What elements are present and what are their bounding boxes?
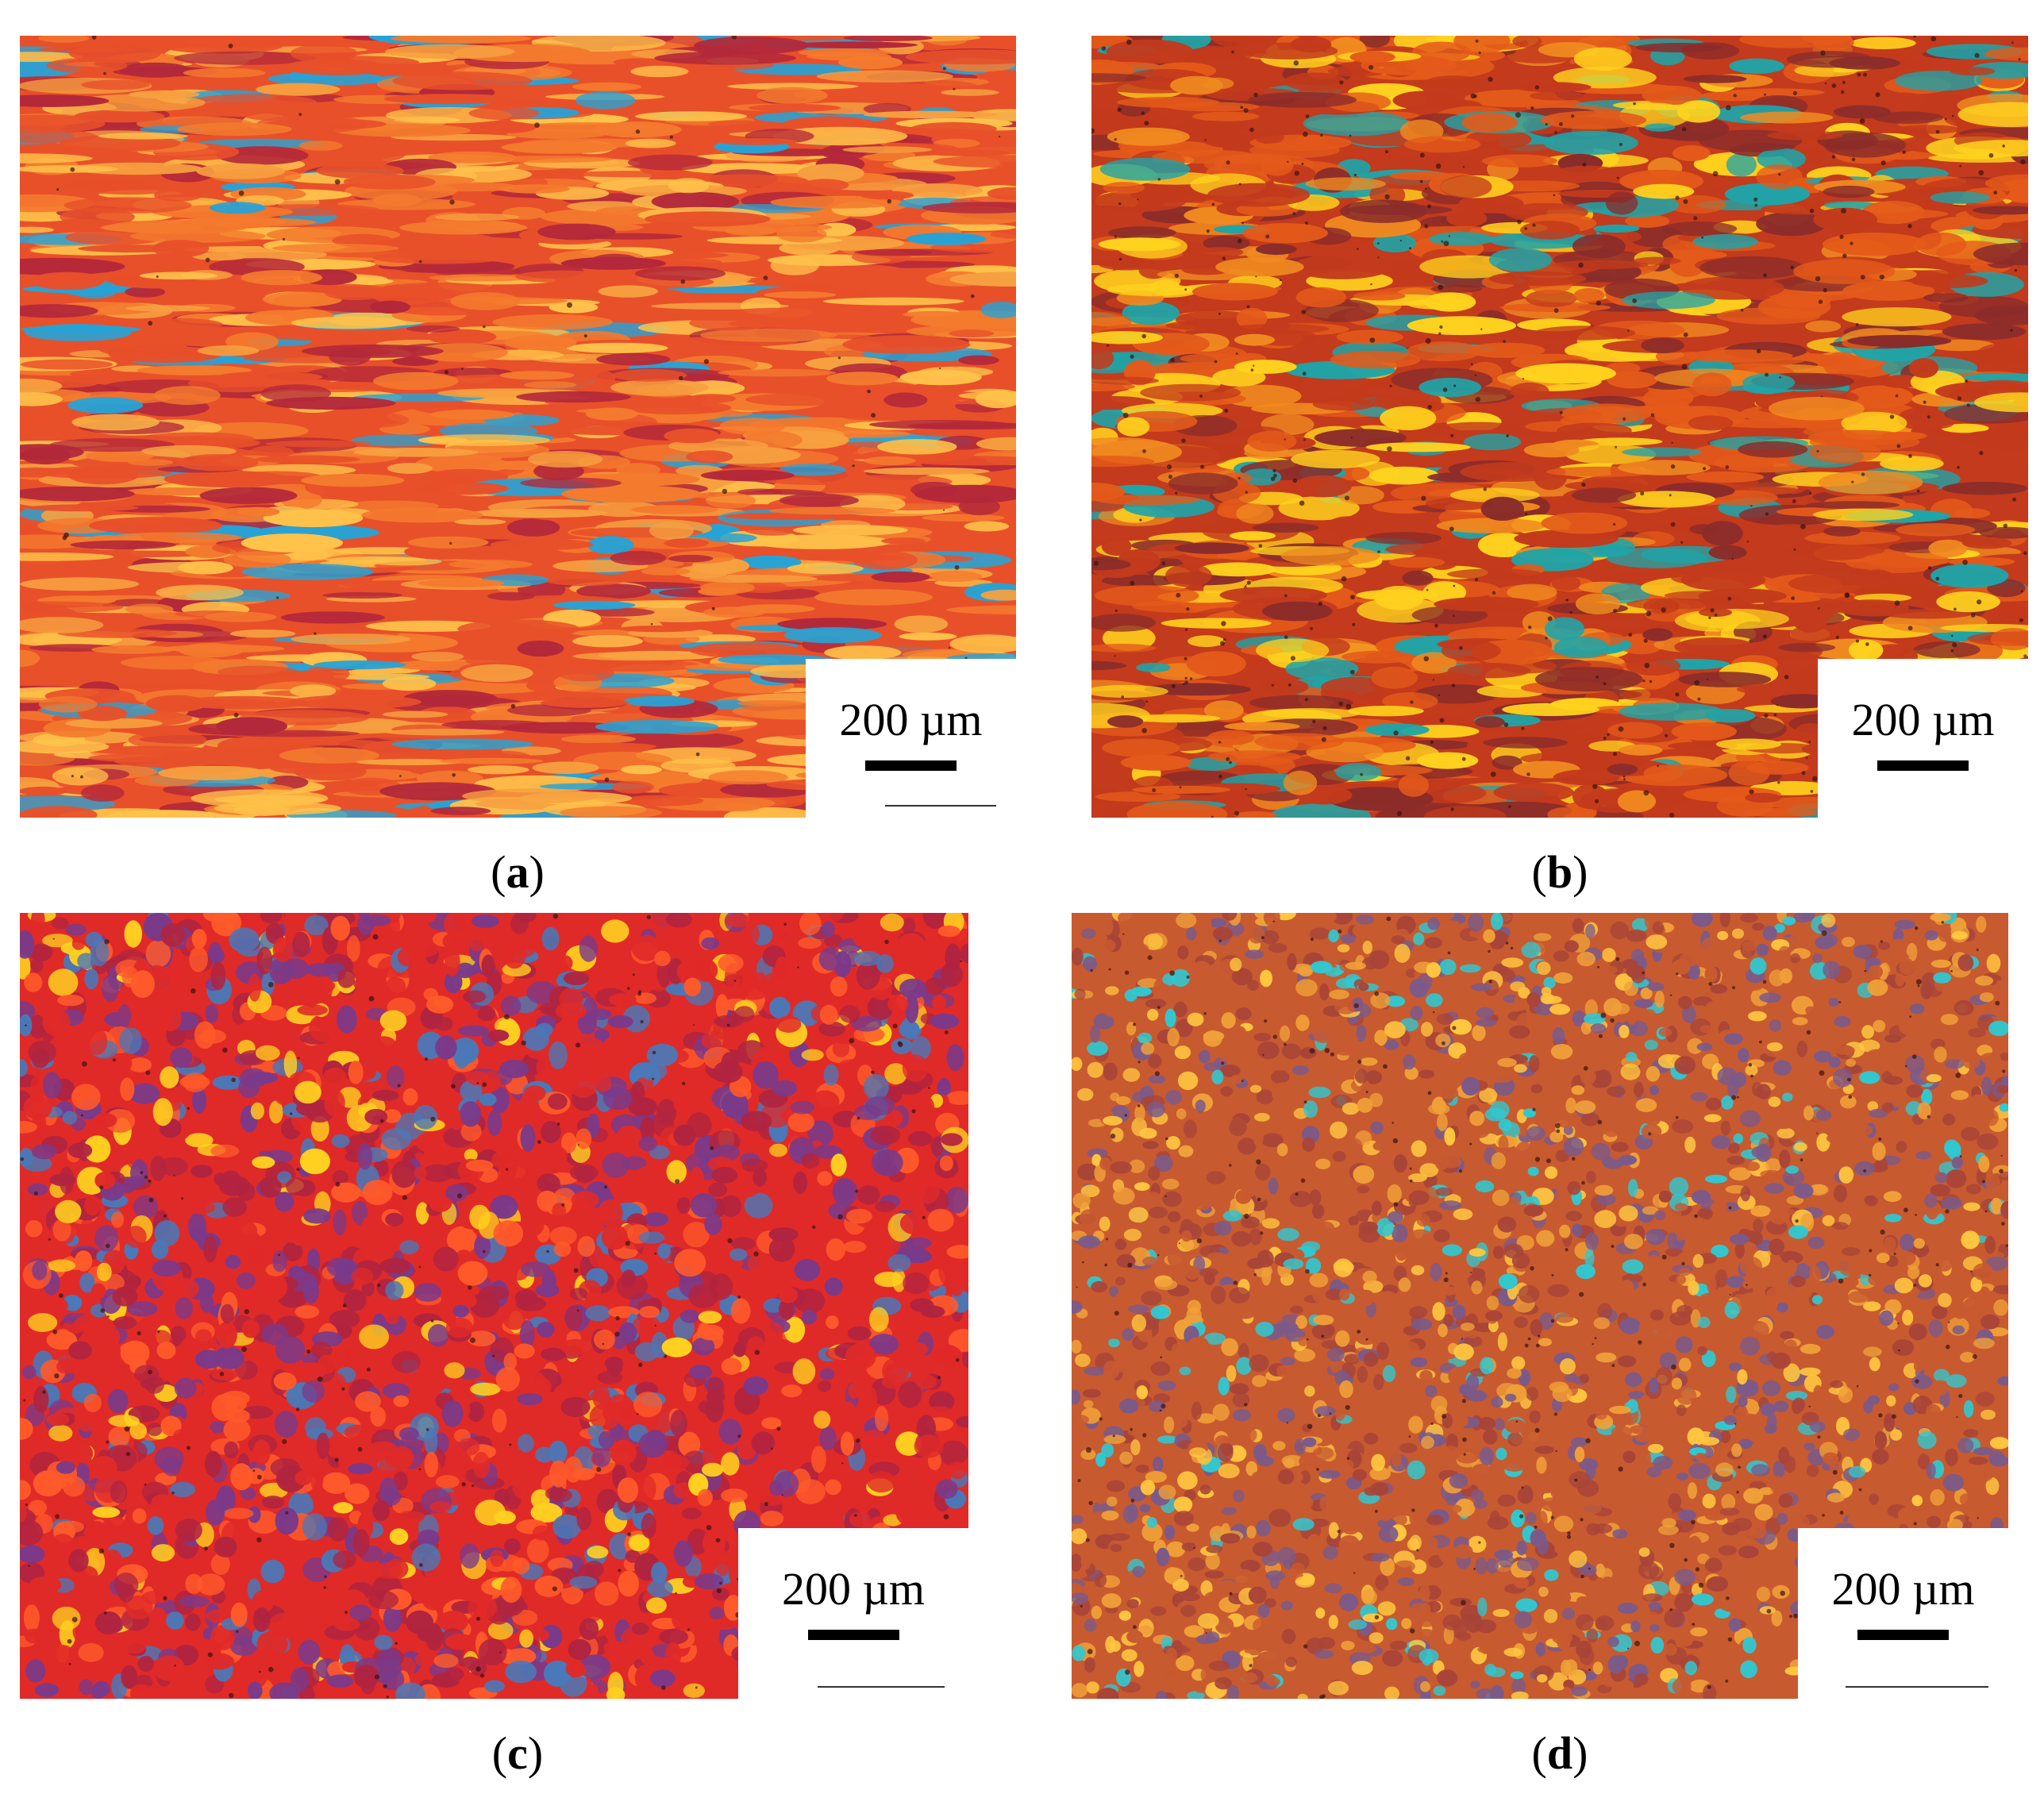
caption-c: (c) [491,1727,544,1779]
scale-bar-b [1877,760,1969,771]
scale-box-b: 200 µm [1818,659,2028,818]
micrograph-a: 200 µm [20,36,1016,818]
scale-bar-d [1857,1630,1949,1640]
scale-label-d: 200 µm [1831,1563,1975,1615]
scale-label-a: 200 µm [839,694,983,745]
scale-box-a: 200 µm [806,659,1016,818]
micrograph-d: 200 µm [1072,913,2008,1699]
scale-label-b: 200 µm [1851,694,1995,745]
micrograph-c-image [20,913,968,1699]
scale-box-c: 200 µm [738,1528,968,1699]
scale-label-c: 200 µm [781,1563,926,1615]
micrograph-d-image [1072,913,2008,1699]
scale-bar-a [865,760,957,771]
scale-box-d: 200 µm [1798,1528,2008,1699]
caption-d: (d) [1531,1727,1588,1779]
caption-b: (b) [1531,846,1588,898]
micrograph-b-image [1091,36,2028,818]
caption-a: (a) [491,846,545,898]
micrograph-b: 200 µm [1091,36,2028,818]
micrograph-c: 200 µm [20,913,968,1699]
scale-bar-c [807,1630,899,1640]
